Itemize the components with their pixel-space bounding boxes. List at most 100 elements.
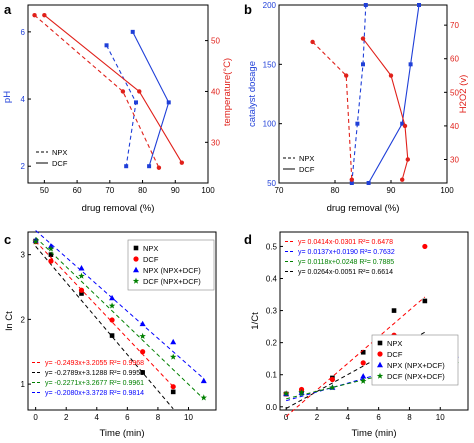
panel-d-xlabel: Time (min) (351, 428, 396, 439)
panel-b-xlabel: drug removal (%) (327, 203, 400, 214)
data-point-npx-npx-dcf (170, 338, 177, 345)
y-left-tick-label: 4 (21, 95, 26, 104)
panel-c-series (32, 230, 208, 410)
series-line-dcf-left (132, 31, 170, 167)
series-line-npx-right (312, 41, 353, 180)
x-tick-label: 100 (440, 186, 454, 195)
data-point-dcf-npx-dcf (47, 245, 55, 252)
x-tick-label: 90 (171, 186, 180, 195)
legend-label-dcf: DCF (299, 165, 315, 174)
legend-label: NPX (NPX+DCF) (143, 266, 201, 275)
panel-d-y-ticks: 0.0 0.1 0.2 0.3 0.4 0.5 (266, 242, 283, 412)
y-right-tick-label: 40 (450, 122, 459, 131)
x-tick-label: 80 (331, 186, 340, 195)
legend-marker (377, 351, 383, 357)
data-point-dcf-right (179, 160, 185, 165)
equation-label: y= 0.0414x-0.0301 R²= 0.6478 (298, 239, 393, 246)
panel-d-legend: NPX DCF NPX (NPX+DCF) DCF (NPX+DCF) (371, 334, 459, 386)
data-point-npx (109, 333, 115, 338)
x-tick-label: 10 (436, 413, 445, 422)
data-point-dcf-left (166, 100, 171, 105)
data-point-dcf-right (402, 123, 408, 129)
equation-label: y= -0.2271x+3.2677 R²= 0.9961 (45, 380, 144, 387)
data-point-dcf-npx-dcf (329, 384, 336, 391)
equation-label: y= 0.0137x+0.0190 R²= 0.7632 (298, 249, 395, 256)
panel-a-right-ylabel: temperature(°C) (222, 58, 233, 126)
series-line-npx-right (34, 14, 160, 168)
y-left-tick-label: 50 (267, 179, 276, 188)
x-tick-label: 2 (64, 413, 69, 422)
data-point-dcf-left (147, 164, 152, 169)
legend-box (371, 334, 459, 386)
legend-label: DCF (NPX+DCF) (143, 277, 201, 286)
data-point-npx-left (104, 43, 109, 48)
x-tick-label: 4 (95, 413, 100, 422)
data-point-npx-left (355, 121, 360, 126)
data-point-npx (391, 308, 397, 313)
panel-a-letter: a (4, 2, 12, 17)
data-point-npx-right (120, 89, 126, 94)
legend-label: NPX (143, 244, 158, 253)
y-tick-label: 0.4 (266, 275, 278, 284)
fit-line-npx (285, 331, 426, 409)
data-point-dcf-right (42, 12, 47, 18)
y-right-tick-label: 30 (450, 155, 459, 164)
y-right-tick-label: 50 (211, 37, 220, 46)
fit-line-dcf (285, 296, 426, 417)
data-point-dcf-right (388, 73, 394, 78)
data-point-npx-right (156, 165, 162, 170)
legend-label-dcf: DCF (52, 159, 68, 168)
data-point-dcf-npx-dcf (200, 394, 208, 401)
panel-a-x-ticks: 50 60 70 80 90 100 (40, 180, 215, 195)
data-point-dcf-left (366, 181, 371, 185)
legend-label: NPX (NPX+DCF) (387, 361, 445, 370)
panel-b: b catalyst dosage H2O2 (v) drug removal … (244, 1, 469, 214)
equation-label: y= -0.2080x+3.3728 R²= 0.9814 (45, 390, 144, 397)
x-tick-label: 10 (184, 413, 193, 422)
y-right-tick-label: 40 (211, 87, 220, 96)
panel-b-letter: b (244, 2, 252, 17)
data-point-npx (48, 252, 54, 257)
data-point-dcf (360, 360, 366, 366)
panel-a-legend: NPX DCF (36, 148, 68, 168)
y-left-tick-label: 200 (263, 1, 277, 10)
legend-box (127, 239, 215, 291)
panel-b-right-y-ticks: 30 40 50 60 70 (444, 21, 459, 164)
panel-c-legend: NPX DCF NPX (NPX+DCF) DCF (NPX+DCF) (127, 239, 215, 291)
x-tick-label: 60 (73, 186, 82, 195)
equation-label: y= -0.2493x+3.2055 R²= 0.9968 (45, 360, 144, 367)
panel-c-frame (27, 231, 217, 411)
panel-a-right-y-ticks: 30 40 50 (205, 37, 220, 147)
panel-b-right-ylabel: H2O2 (v) (458, 75, 469, 114)
panel-c-equations: y= -0.2493x+3.2055 R²= 0.9968 y= -0.2789x… (32, 360, 144, 397)
series-line-npx-left (351, 4, 367, 184)
panel-a-series (32, 12, 185, 170)
panel-b-frame (278, 4, 448, 184)
data-point-dcf-npx-dcf (32, 238, 39, 245)
panel-d-letter: d (244, 232, 252, 247)
x-tick-label: 8 (156, 413, 161, 422)
panel-d-frame (279, 231, 469, 411)
panel-d: d 1/Ct Time (min) 0 2 4 6 8 10 0.00.10.20.30.… (244, 231, 469, 439)
fit-line-npx (35, 245, 174, 410)
data-point-npx-right (349, 177, 354, 182)
panel-b-legend: NPX DCF (283, 154, 315, 174)
legend-marker (377, 361, 383, 368)
y-right-tick-label: 70 (450, 21, 459, 30)
data-point-npx-npx-dcf (109, 294, 116, 301)
fit-line-npx-npx-dcf (35, 230, 205, 379)
panel-b-x-ticks: 70 80 90 100 (275, 180, 454, 195)
x-tick-label: 90 (387, 186, 396, 195)
data-point-npx (422, 298, 428, 304)
y-tick-label: 1 (21, 380, 26, 389)
data-point-dcf-left (417, 3, 421, 7)
data-point-dcf-npx-dcf (298, 388, 305, 396)
panel-a: a pH temperature(°C) drug removal (%) 50… (2, 2, 233, 214)
y-left-tick-label: 150 (263, 60, 277, 69)
y-tick-label: 0.0 (266, 403, 278, 412)
series-line-dcf-left (368, 4, 420, 184)
x-tick-label: 2 (315, 413, 320, 422)
legend-label-npx: NPX (52, 148, 67, 157)
x-tick-label: 8 (407, 413, 412, 422)
data-point-dcf-left (130, 29, 135, 34)
